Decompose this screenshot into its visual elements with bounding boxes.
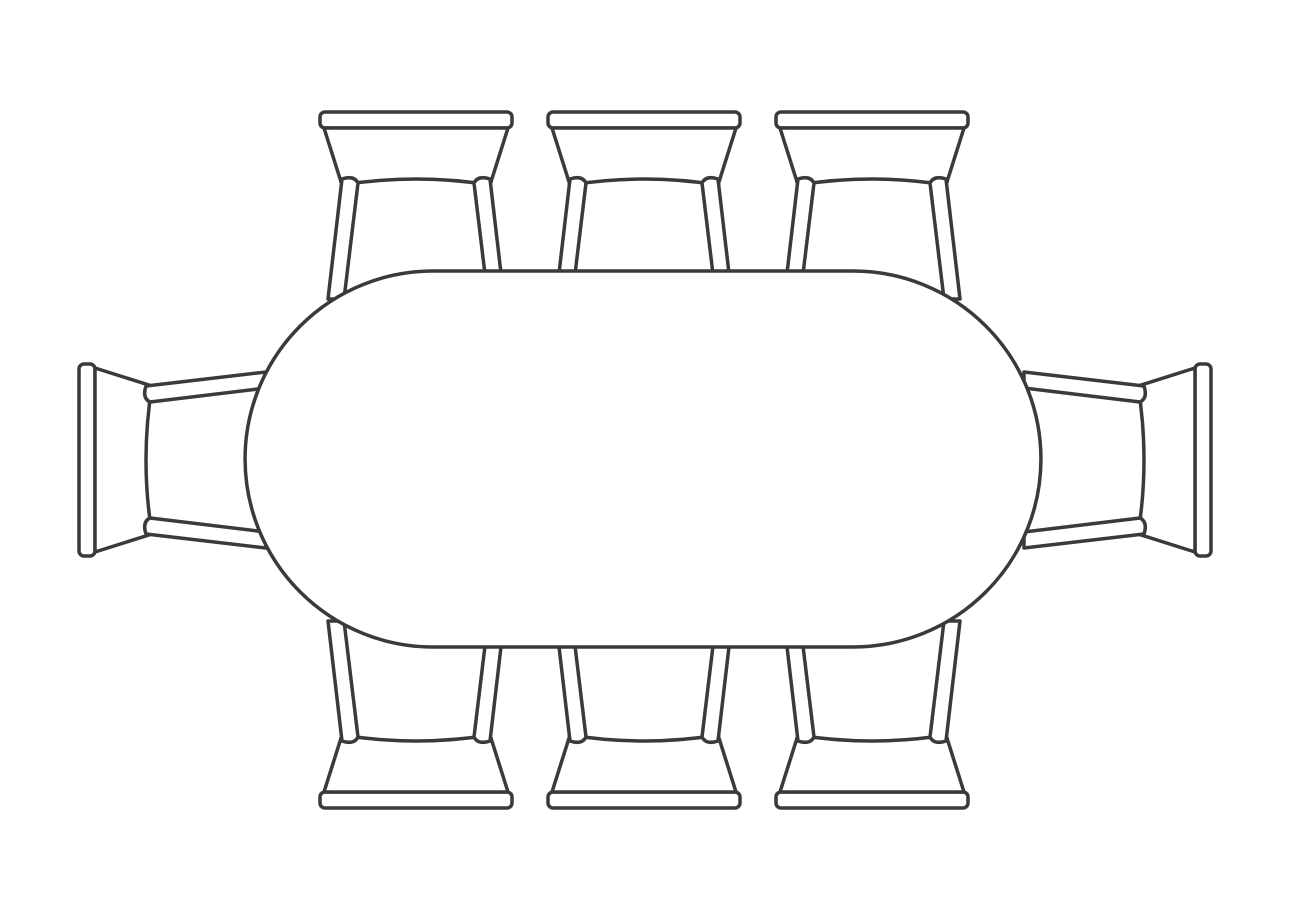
table-top-icon xyxy=(243,269,1043,649)
chair-bottom-center xyxy=(546,619,742,810)
chair-left-end xyxy=(77,362,268,558)
chair-bottom-right xyxy=(774,619,970,810)
chair-right-end xyxy=(1022,362,1213,558)
chair-bottom-left xyxy=(318,619,514,810)
